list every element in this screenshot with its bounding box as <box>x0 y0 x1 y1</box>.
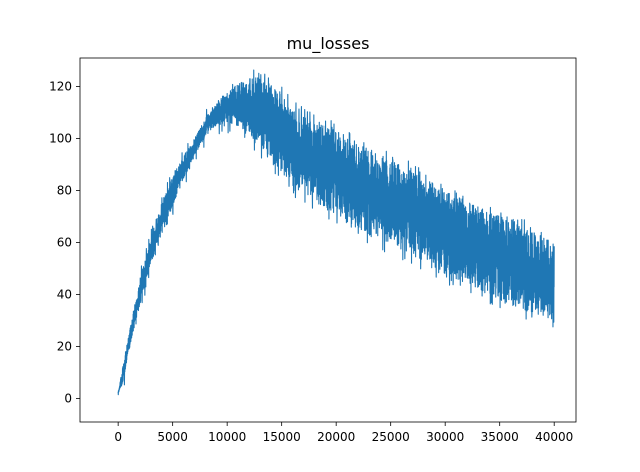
y-tick-label: 100 <box>49 132 72 146</box>
series-layer <box>117 69 555 396</box>
y-tick-label: 20 <box>57 340 72 354</box>
x-tick-label: 20000 <box>317 430 355 444</box>
plot-frame <box>79 57 577 423</box>
x-tick-label: 0 <box>114 430 122 444</box>
y-tick-label: 0 <box>64 392 72 406</box>
x-tick-label: 5000 <box>157 430 188 444</box>
axes-layer: 0 5000 10000 15000 20000 25000 30000 35000 40000… <box>49 57 577 444</box>
x-tick-label: 10000 <box>208 430 246 444</box>
x-tick-label: 15000 <box>263 430 301 444</box>
y-tick-label: 80 <box>57 184 72 198</box>
x-tick-label: 40000 <box>535 430 573 444</box>
chart-title: mu_losses <box>287 34 370 54</box>
x-tick-label: 30000 <box>426 430 464 444</box>
series-line-0 <box>117 69 555 396</box>
x-tick-label: 35000 <box>481 430 519 444</box>
y-tick-label: 40 <box>57 288 72 302</box>
y-tick-label: 120 <box>49 80 72 94</box>
y-tick-label: 60 <box>57 236 72 250</box>
x-tick-label: 25000 <box>372 430 410 444</box>
